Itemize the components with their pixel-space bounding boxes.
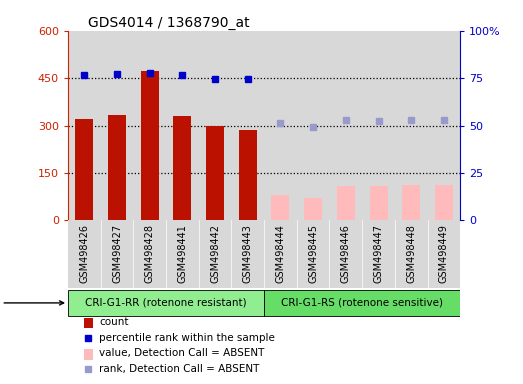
Bar: [84, 318, 94, 328]
Bar: [68, 220, 100, 288]
Bar: [370, 186, 388, 220]
Text: value, Detection Call = ABSENT: value, Detection Call = ABSENT: [99, 348, 265, 358]
Text: cell line: cell line: [0, 298, 64, 308]
Bar: [362, 31, 395, 220]
Bar: [231, 31, 264, 220]
Text: GSM498444: GSM498444: [276, 224, 286, 283]
Bar: [304, 198, 322, 220]
Text: count: count: [99, 317, 129, 327]
Text: percentile rank within the sample: percentile rank within the sample: [99, 333, 275, 343]
Text: GSM498446: GSM498446: [341, 224, 351, 283]
Bar: [395, 31, 428, 220]
Bar: [133, 220, 166, 288]
Bar: [362, 220, 395, 288]
Bar: [428, 220, 460, 288]
Text: CRI-G1-RR (rotenone resistant): CRI-G1-RR (rotenone resistant): [85, 298, 247, 308]
Text: GSM498428: GSM498428: [145, 224, 155, 283]
Bar: [133, 31, 166, 220]
Bar: [271, 195, 289, 220]
Bar: [68, 31, 100, 220]
Bar: [141, 71, 158, 220]
Bar: [206, 126, 224, 220]
Bar: [84, 349, 94, 360]
Bar: [239, 130, 257, 220]
Text: GSM498426: GSM498426: [79, 224, 89, 283]
Text: GSM498427: GSM498427: [112, 224, 122, 283]
Bar: [264, 31, 297, 220]
Bar: [75, 119, 93, 220]
Bar: [174, 116, 191, 220]
Bar: [166, 220, 199, 288]
Bar: [199, 220, 231, 288]
Text: GSM498448: GSM498448: [406, 224, 416, 283]
Text: GSM498443: GSM498443: [243, 224, 253, 283]
Bar: [329, 220, 362, 288]
Text: GSM498442: GSM498442: [210, 224, 220, 283]
Bar: [337, 186, 355, 220]
Bar: [166, 31, 199, 220]
Text: CRI-G1-RS (rotenone sensitive): CRI-G1-RS (rotenone sensitive): [281, 298, 443, 308]
FancyBboxPatch shape: [264, 290, 460, 316]
FancyBboxPatch shape: [68, 290, 264, 316]
Text: GSM498441: GSM498441: [177, 224, 187, 283]
Bar: [297, 31, 329, 220]
Bar: [100, 220, 133, 288]
Text: GDS4014 / 1368790_at: GDS4014 / 1368790_at: [88, 16, 249, 30]
Text: rank, Detection Call = ABSENT: rank, Detection Call = ABSENT: [99, 364, 260, 374]
Bar: [297, 220, 329, 288]
Bar: [100, 31, 133, 220]
Bar: [108, 116, 126, 220]
Bar: [231, 220, 264, 288]
Text: GSM498447: GSM498447: [373, 224, 383, 283]
Bar: [329, 31, 362, 220]
Bar: [428, 31, 460, 220]
Bar: [264, 220, 297, 288]
Bar: [435, 185, 453, 220]
Bar: [395, 220, 428, 288]
Bar: [199, 31, 231, 220]
Text: GSM498449: GSM498449: [439, 224, 449, 283]
Text: GSM498445: GSM498445: [308, 224, 318, 283]
Bar: [402, 185, 420, 220]
